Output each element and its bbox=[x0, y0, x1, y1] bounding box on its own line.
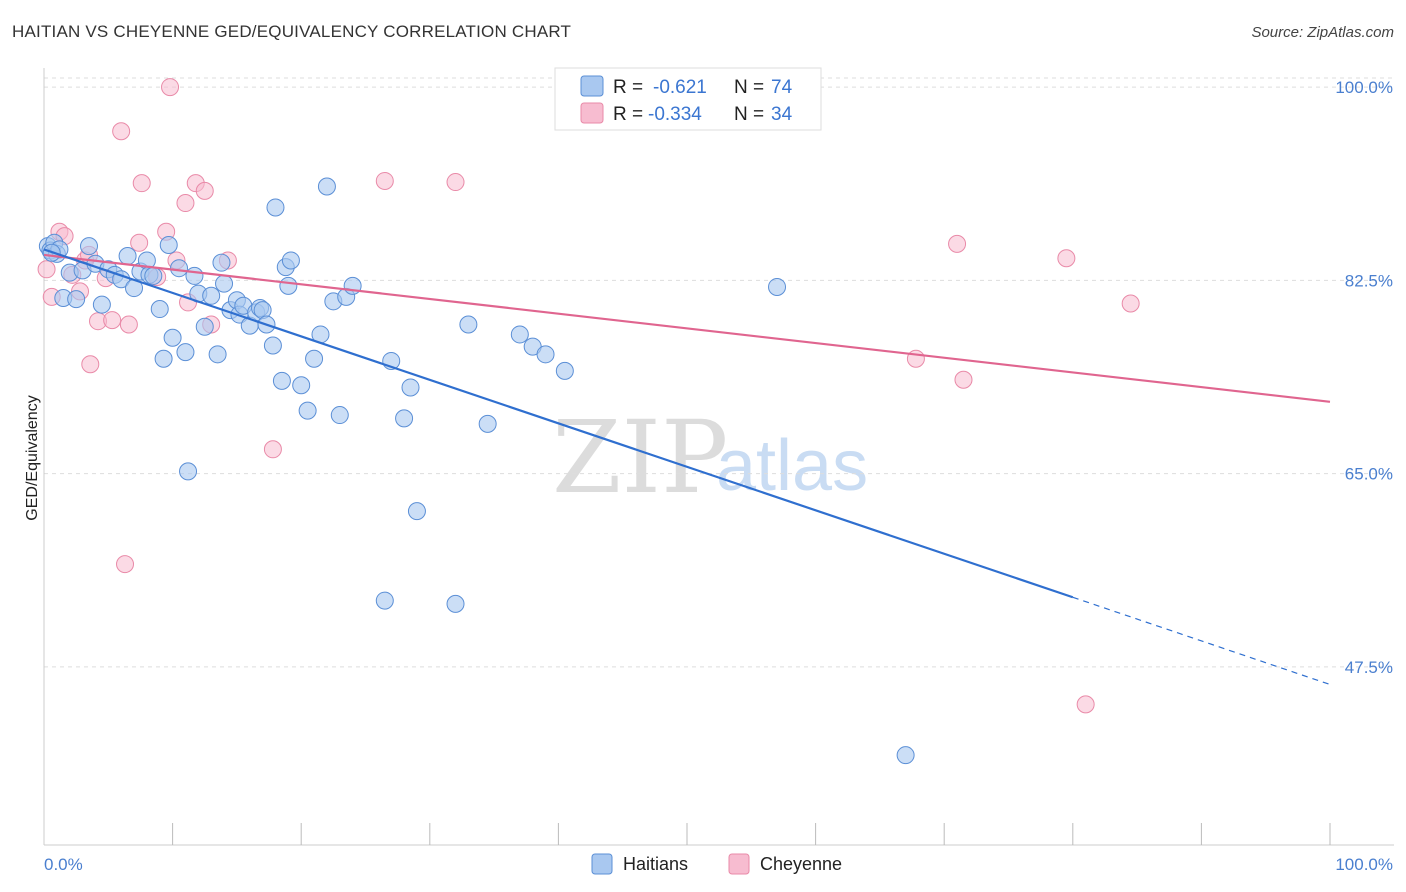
legend-r-value-haitians: -0.621 bbox=[653, 77, 707, 98]
cheyenne-point bbox=[176, 194, 195, 213]
haitians-point bbox=[375, 591, 394, 610]
legend-n-label-haitians: N = bbox=[734, 77, 764, 98]
cheyenne-point bbox=[1057, 249, 1076, 268]
cheyenne-point bbox=[263, 440, 282, 459]
haitians-trendline-extrapolated bbox=[1072, 596, 1331, 686]
haitians-point bbox=[317, 177, 336, 196]
legend: R = -0.621 N = 74 R = -0.334 N = 34 bbox=[554, 67, 822, 131]
haitians-point bbox=[401, 378, 420, 397]
haitians-point bbox=[555, 361, 574, 380]
haitians-points bbox=[38, 177, 915, 765]
haitians-point bbox=[536, 345, 555, 364]
cheyenne-point bbox=[375, 171, 394, 190]
haitians-point bbox=[212, 253, 231, 272]
bottom-legend-label-haitians: Haitians bbox=[623, 854, 688, 874]
bottom-legend-swatch-haitians bbox=[591, 853, 613, 875]
x-tick-label-max: 100.0% bbox=[1335, 855, 1393, 874]
haitians-point bbox=[154, 349, 173, 368]
y-tick-label: 82.5% bbox=[1345, 271, 1393, 290]
haitians-point bbox=[459, 315, 478, 334]
y-axis-label: GED/Equivalency bbox=[24, 395, 41, 520]
haitians-point bbox=[202, 286, 221, 305]
source-label: Source: ZipAtlas.com bbox=[1251, 24, 1394, 41]
watermark-zip: ZIP bbox=[552, 399, 728, 516]
y-tick-label: 65.0% bbox=[1345, 465, 1393, 484]
haitians-point bbox=[195, 317, 214, 336]
legend-r-label-cheyenne: R = bbox=[613, 104, 643, 125]
bottom-legend-label-cheyenne: Cheyenne bbox=[760, 854, 842, 874]
haitians-point bbox=[208, 345, 227, 364]
cheyenne-points bbox=[37, 78, 1140, 714]
haitians-point bbox=[144, 266, 163, 285]
cheyenne-point bbox=[446, 173, 465, 192]
cheyenne-point bbox=[948, 234, 967, 253]
cheyenne-point bbox=[119, 315, 138, 334]
haitians-point bbox=[176, 343, 195, 362]
cheyenne-point bbox=[195, 181, 214, 200]
cheyenne-point bbox=[1121, 294, 1140, 313]
legend-r-value-cheyenne: -0.334 bbox=[648, 104, 702, 125]
haitians-point bbox=[215, 274, 234, 293]
haitians-point bbox=[279, 276, 298, 295]
haitians-point bbox=[159, 235, 178, 254]
y-tick-label: 47.5% bbox=[1345, 658, 1393, 677]
haitians-point bbox=[163, 328, 182, 347]
cheyenne-point bbox=[1076, 695, 1095, 714]
haitians-point bbox=[305, 349, 324, 368]
legend-swatch-haitians bbox=[580, 75, 604, 97]
cheyenne-point bbox=[954, 370, 973, 389]
haitians-point bbox=[298, 401, 317, 420]
haitians-point bbox=[407, 502, 426, 521]
chart-title: HAITIAN VS CHEYENNE GED/EQUIVALENCY CORR… bbox=[12, 22, 572, 41]
y-tick-labels: 47.5% 65.0% 82.5% 100.0% bbox=[1335, 78, 1393, 677]
haitians-point bbox=[510, 325, 529, 344]
haitians-point bbox=[80, 237, 99, 256]
legend-n-label-cheyenne: N = bbox=[734, 104, 764, 125]
haitians-point bbox=[266, 198, 285, 217]
haitians-point bbox=[395, 409, 414, 428]
legend-swatch-cheyenne bbox=[580, 102, 604, 124]
haitians-point bbox=[263, 336, 282, 355]
watermark: ZIP atlas bbox=[552, 399, 868, 516]
y-tick-label: 100.0% bbox=[1335, 78, 1393, 97]
haitians-point bbox=[185, 266, 204, 285]
haitians-point bbox=[92, 295, 111, 314]
cheyenne-point bbox=[103, 311, 122, 330]
haitians-point bbox=[896, 746, 915, 765]
haitians-trendline bbox=[43, 248, 1074, 599]
cheyenne-trendline bbox=[43, 253, 1331, 403]
cheyenne-point bbox=[81, 355, 100, 374]
watermark-atlas: atlas bbox=[716, 426, 868, 506]
haitians-point bbox=[67, 290, 86, 309]
x-ticks bbox=[172, 823, 1331, 845]
haitians-point bbox=[150, 300, 169, 319]
cheyenne-point bbox=[116, 555, 135, 574]
gridlines bbox=[44, 77, 1394, 668]
legend-n-value-haitians: 74 bbox=[771, 77, 793, 98]
cheyenne-point bbox=[130, 233, 149, 252]
haitians-point bbox=[272, 371, 291, 390]
haitians-point bbox=[330, 406, 349, 425]
bottom-legend: Haitians Cheyenne bbox=[591, 853, 842, 875]
haitians-point bbox=[446, 594, 465, 613]
cheyenne-point bbox=[37, 260, 56, 279]
haitians-point bbox=[281, 251, 300, 270]
x-tick-label-min: 0.0% bbox=[44, 855, 83, 874]
cheyenne-point bbox=[161, 78, 180, 97]
haitians-point bbox=[179, 462, 198, 481]
haitians-point bbox=[478, 414, 497, 433]
trendlines bbox=[43, 248, 1331, 686]
legend-n-value-cheyenne: 34 bbox=[771, 104, 793, 125]
haitians-point bbox=[118, 247, 137, 266]
axes bbox=[43, 68, 1394, 846]
cheyenne-point bbox=[112, 122, 131, 141]
bottom-legend-swatch-cheyenne bbox=[728, 853, 750, 875]
haitians-point bbox=[768, 277, 787, 296]
cheyenne-point bbox=[132, 174, 151, 193]
legend-r-label-haitians: R = bbox=[613, 77, 643, 98]
haitians-point bbox=[170, 259, 189, 278]
haitians-point bbox=[292, 376, 311, 395]
